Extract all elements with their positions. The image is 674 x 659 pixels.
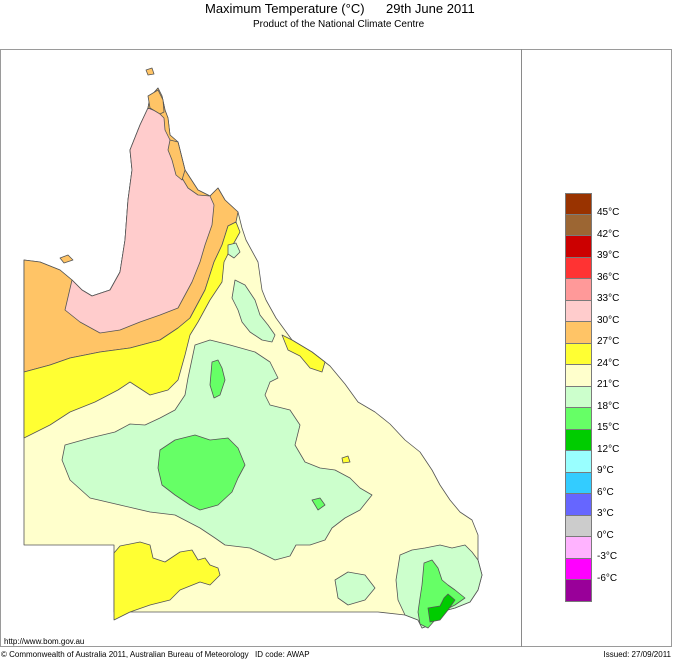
map-zone-24-27-spot [341,455,351,464]
legend-swatch [565,472,592,494]
map-title: Maximum Temperature (°C) [205,1,365,16]
legend-divider [521,49,522,647]
map-zone-18-21-north [227,242,241,259]
legend-label: 18°C [597,400,620,412]
legend-swatch [565,515,592,537]
map-zone-18-21-tablelands [231,279,276,343]
legend-label: 0°C [597,529,614,541]
map-zone-15-18-north-pocket [209,359,226,399]
legend-label: 36°C [597,271,620,283]
legend-swatch [565,300,592,322]
legend-label: -6°C [597,572,618,584]
legend-label: 9°C [597,465,614,476]
legend-label: 33°C [597,293,620,304]
legend-label: 30°C [597,314,620,326]
map-island [59,254,74,264]
legend-swatch [565,214,592,236]
bom-url-link[interactable]: http://www.bom.gov.au [4,637,85,646]
legend-swatch [565,322,592,344]
legend-label: 15°C [597,422,620,433]
legend-swatch [565,343,592,365]
map-island [145,67,155,76]
legend-swatch [565,236,592,258]
legend-label: 21°C [597,379,620,390]
legend-labels: 45°C 42°C 39°C 36°C 33°C 30°C 27°C 24°C … [597,207,619,594]
legend-swatch [565,386,592,408]
id-code: ID code: AWAP [255,650,310,659]
legend-label: 6°C [597,486,614,498]
legend-label: -3°C [597,551,618,562]
legend-swatch [565,537,592,559]
map-zone-15-18-central-west [157,434,246,511]
map-zone-15-18-small [311,497,326,511]
map-zone-24-27-coast [281,334,326,373]
legend-label: 39°C [597,250,620,261]
map-zone-12-15-border-ranges [427,593,456,623]
map-zone-24-27-southwest [113,541,221,621]
copyright-text: © Commonwealth of Australia 2011, Austra… [1,650,249,659]
map-zone-18-21-south [334,571,376,606]
legend-swatch [565,429,592,451]
color-legend [565,193,592,602]
legend-swatch [565,408,592,430]
issued-date: Issued: 27/09/2011 [603,650,671,659]
legend-label: 42°C [597,228,620,240]
legend-label: 24°C [597,357,620,369]
map-date: 29th June 2011 [386,1,475,16]
legend-label: 27°C [597,336,620,347]
legend-swatch [565,365,592,387]
legend-label: 3°C [597,508,614,519]
map-frame [0,49,672,647]
header: Maximum Temperature (°C) 29th June 2011 [0,0,674,18]
legend-swatch [565,558,592,580]
legend-label: 45°C [597,207,620,218]
legend-swatch [565,193,592,215]
legend-swatch [565,279,592,301]
legend-swatch [565,494,592,516]
legend-swatch [565,257,592,279]
map-zone-27-30-cape-tip [147,89,165,115]
queensland-map [23,67,483,629]
map-zone-27-30-cape-east [167,139,186,181]
legend-swatch [565,580,592,602]
map-zone-24-27-band [23,221,241,439]
map-subtitle: Product of the National Climate Centre [253,19,425,30]
legend-swatch [565,451,592,473]
legend-label: 12°C [597,443,620,455]
